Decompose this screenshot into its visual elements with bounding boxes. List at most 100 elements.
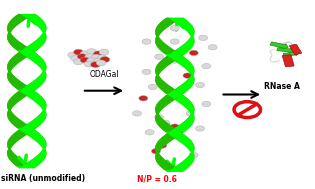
Polygon shape: [158, 101, 174, 103]
Polygon shape: [162, 96, 180, 98]
Text: N/P = 0.6: N/P = 0.6: [137, 174, 177, 183]
Polygon shape: [189, 76, 194, 78]
Polygon shape: [186, 118, 194, 120]
Polygon shape: [160, 166, 176, 168]
Circle shape: [186, 111, 195, 116]
Polygon shape: [155, 116, 162, 118]
Circle shape: [202, 101, 211, 107]
Polygon shape: [7, 39, 18, 41]
Polygon shape: [8, 41, 21, 43]
Polygon shape: [7, 154, 17, 156]
Polygon shape: [181, 104, 194, 106]
Polygon shape: [41, 72, 46, 74]
Polygon shape: [168, 134, 186, 136]
Polygon shape: [170, 96, 188, 98]
Polygon shape: [8, 110, 12, 112]
Polygon shape: [7, 36, 15, 38]
Polygon shape: [7, 106, 14, 108]
Polygon shape: [12, 162, 28, 164]
Polygon shape: [15, 165, 33, 167]
Polygon shape: [157, 24, 172, 26]
Circle shape: [161, 120, 170, 125]
Polygon shape: [155, 154, 162, 156]
Polygon shape: [178, 24, 192, 26]
Polygon shape: [182, 82, 194, 84]
Polygon shape: [39, 152, 46, 154]
Polygon shape: [7, 27, 15, 29]
Polygon shape: [169, 91, 187, 93]
Polygon shape: [7, 68, 13, 70]
Polygon shape: [11, 123, 27, 125]
Circle shape: [87, 49, 97, 55]
Polygon shape: [189, 33, 194, 35]
Polygon shape: [42, 110, 46, 112]
Polygon shape: [38, 153, 46, 155]
Polygon shape: [37, 65, 46, 67]
Polygon shape: [155, 80, 165, 82]
Polygon shape: [8, 70, 11, 72]
Polygon shape: [8, 139, 20, 141]
Polygon shape: [155, 110, 162, 112]
Polygon shape: [190, 75, 194, 77]
Polygon shape: [189, 153, 194, 155]
Polygon shape: [155, 72, 161, 74]
Polygon shape: [171, 129, 188, 131]
Polygon shape: [185, 157, 194, 160]
Polygon shape: [155, 149, 161, 151]
Polygon shape: [155, 40, 163, 42]
Polygon shape: [8, 149, 12, 151]
Circle shape: [93, 58, 103, 64]
Polygon shape: [7, 155, 18, 157]
Polygon shape: [188, 116, 194, 118]
Polygon shape: [159, 49, 175, 51]
Polygon shape: [185, 80, 194, 82]
Polygon shape: [177, 140, 192, 142]
Polygon shape: [34, 156, 46, 158]
Polygon shape: [7, 64, 18, 66]
Polygon shape: [9, 42, 23, 44]
Polygon shape: [161, 129, 179, 131]
Polygon shape: [38, 143, 46, 146]
Polygon shape: [173, 98, 190, 101]
Polygon shape: [38, 37, 46, 39]
Polygon shape: [156, 74, 159, 76]
Polygon shape: [165, 133, 183, 135]
Polygon shape: [11, 57, 28, 59]
Polygon shape: [7, 37, 16, 39]
Polygon shape: [185, 68, 194, 70]
Polygon shape: [39, 36, 46, 38]
Circle shape: [99, 49, 109, 55]
Polygon shape: [7, 38, 17, 40]
Polygon shape: [155, 145, 165, 147]
Polygon shape: [7, 74, 14, 76]
Polygon shape: [188, 154, 194, 156]
Polygon shape: [7, 69, 12, 71]
Polygon shape: [155, 146, 164, 148]
Polygon shape: [184, 145, 194, 147]
Polygon shape: [24, 133, 41, 135]
Polygon shape: [22, 15, 39, 17]
Polygon shape: [12, 84, 28, 86]
Polygon shape: [7, 146, 13, 147]
Polygon shape: [7, 77, 18, 79]
Polygon shape: [186, 70, 194, 72]
Polygon shape: [168, 131, 186, 133]
Polygon shape: [40, 144, 46, 146]
Polygon shape: [165, 55, 183, 57]
Polygon shape: [159, 87, 175, 89]
Polygon shape: [27, 96, 43, 98]
Polygon shape: [156, 150, 160, 152]
Polygon shape: [32, 22, 45, 24]
Polygon shape: [8, 79, 20, 81]
Polygon shape: [7, 142, 16, 144]
Polygon shape: [9, 60, 23, 62]
Polygon shape: [186, 156, 194, 159]
Polygon shape: [160, 88, 176, 90]
Polygon shape: [36, 77, 46, 79]
Polygon shape: [160, 128, 177, 129]
Polygon shape: [182, 160, 194, 162]
Polygon shape: [23, 47, 41, 49]
Polygon shape: [184, 81, 194, 83]
Polygon shape: [7, 149, 13, 152]
Polygon shape: [188, 32, 194, 34]
